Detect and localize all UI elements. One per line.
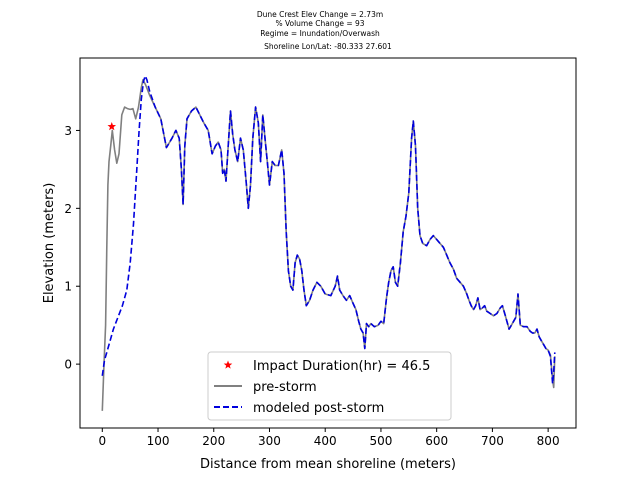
x-tick-label: 400: [314, 434, 337, 448]
title-line-dune-crest: Dune Crest Elev Change = 2.73m: [257, 10, 383, 19]
y-tick-label: 3: [64, 124, 72, 138]
y-tick-label: 0: [64, 358, 72, 372]
x-tick-label: 200: [202, 434, 225, 448]
x-tick-label: 100: [147, 434, 170, 448]
title-line-shoreline: Shoreline Lon/Lat: -80.333 27.601: [264, 42, 392, 51]
x-tick-label: 800: [537, 434, 560, 448]
x-tick-label: 700: [481, 434, 504, 448]
legend-label-impact-duration: Impact Duration(hr) = 46.5: [253, 359, 430, 374]
series-line-post-storm: [101, 75, 556, 385]
y-tick-label: 1: [64, 280, 72, 294]
title-line-volume-change: % Volume Change = 93: [275, 19, 364, 28]
series-layer: [101, 75, 556, 411]
title-line-regime: Regime = Inundation/Overwash: [260, 29, 380, 38]
legend-star-icon: [223, 360, 233, 369]
x-tick-label: 500: [369, 434, 392, 448]
y-tick-label: 2: [64, 202, 72, 216]
plot-area: [79, 57, 577, 429]
y-axis-label: Elevation (meters): [42, 183, 57, 304]
legend: Impact Duration(hr) = 46.5 pre-storm mod…: [207, 351, 452, 421]
legend-label-pre-storm: pre-storm: [253, 380, 317, 395]
legend-label-post-storm: modeled post-storm: [253, 401, 384, 416]
x-tick-label: 600: [425, 434, 448, 448]
x-tick-label: 300: [258, 434, 281, 448]
plot-frame: [79, 57, 577, 429]
chart-title: Dune Crest Elev Change = 2.73m % Volume …: [257, 10, 392, 51]
x-axis-label: Distance from mean shoreline (meters): [200, 457, 456, 472]
x-axis-ticks: 0 100 200 300 400 500 600 700 800: [98, 428, 560, 448]
y-axis-ticks: 0 1 2 3: [64, 124, 80, 372]
marker-layer: [107, 122, 117, 131]
x-tick-label: 0: [98, 434, 106, 448]
legend-box: [207, 351, 452, 421]
impact-duration-marker: [107, 122, 117, 131]
